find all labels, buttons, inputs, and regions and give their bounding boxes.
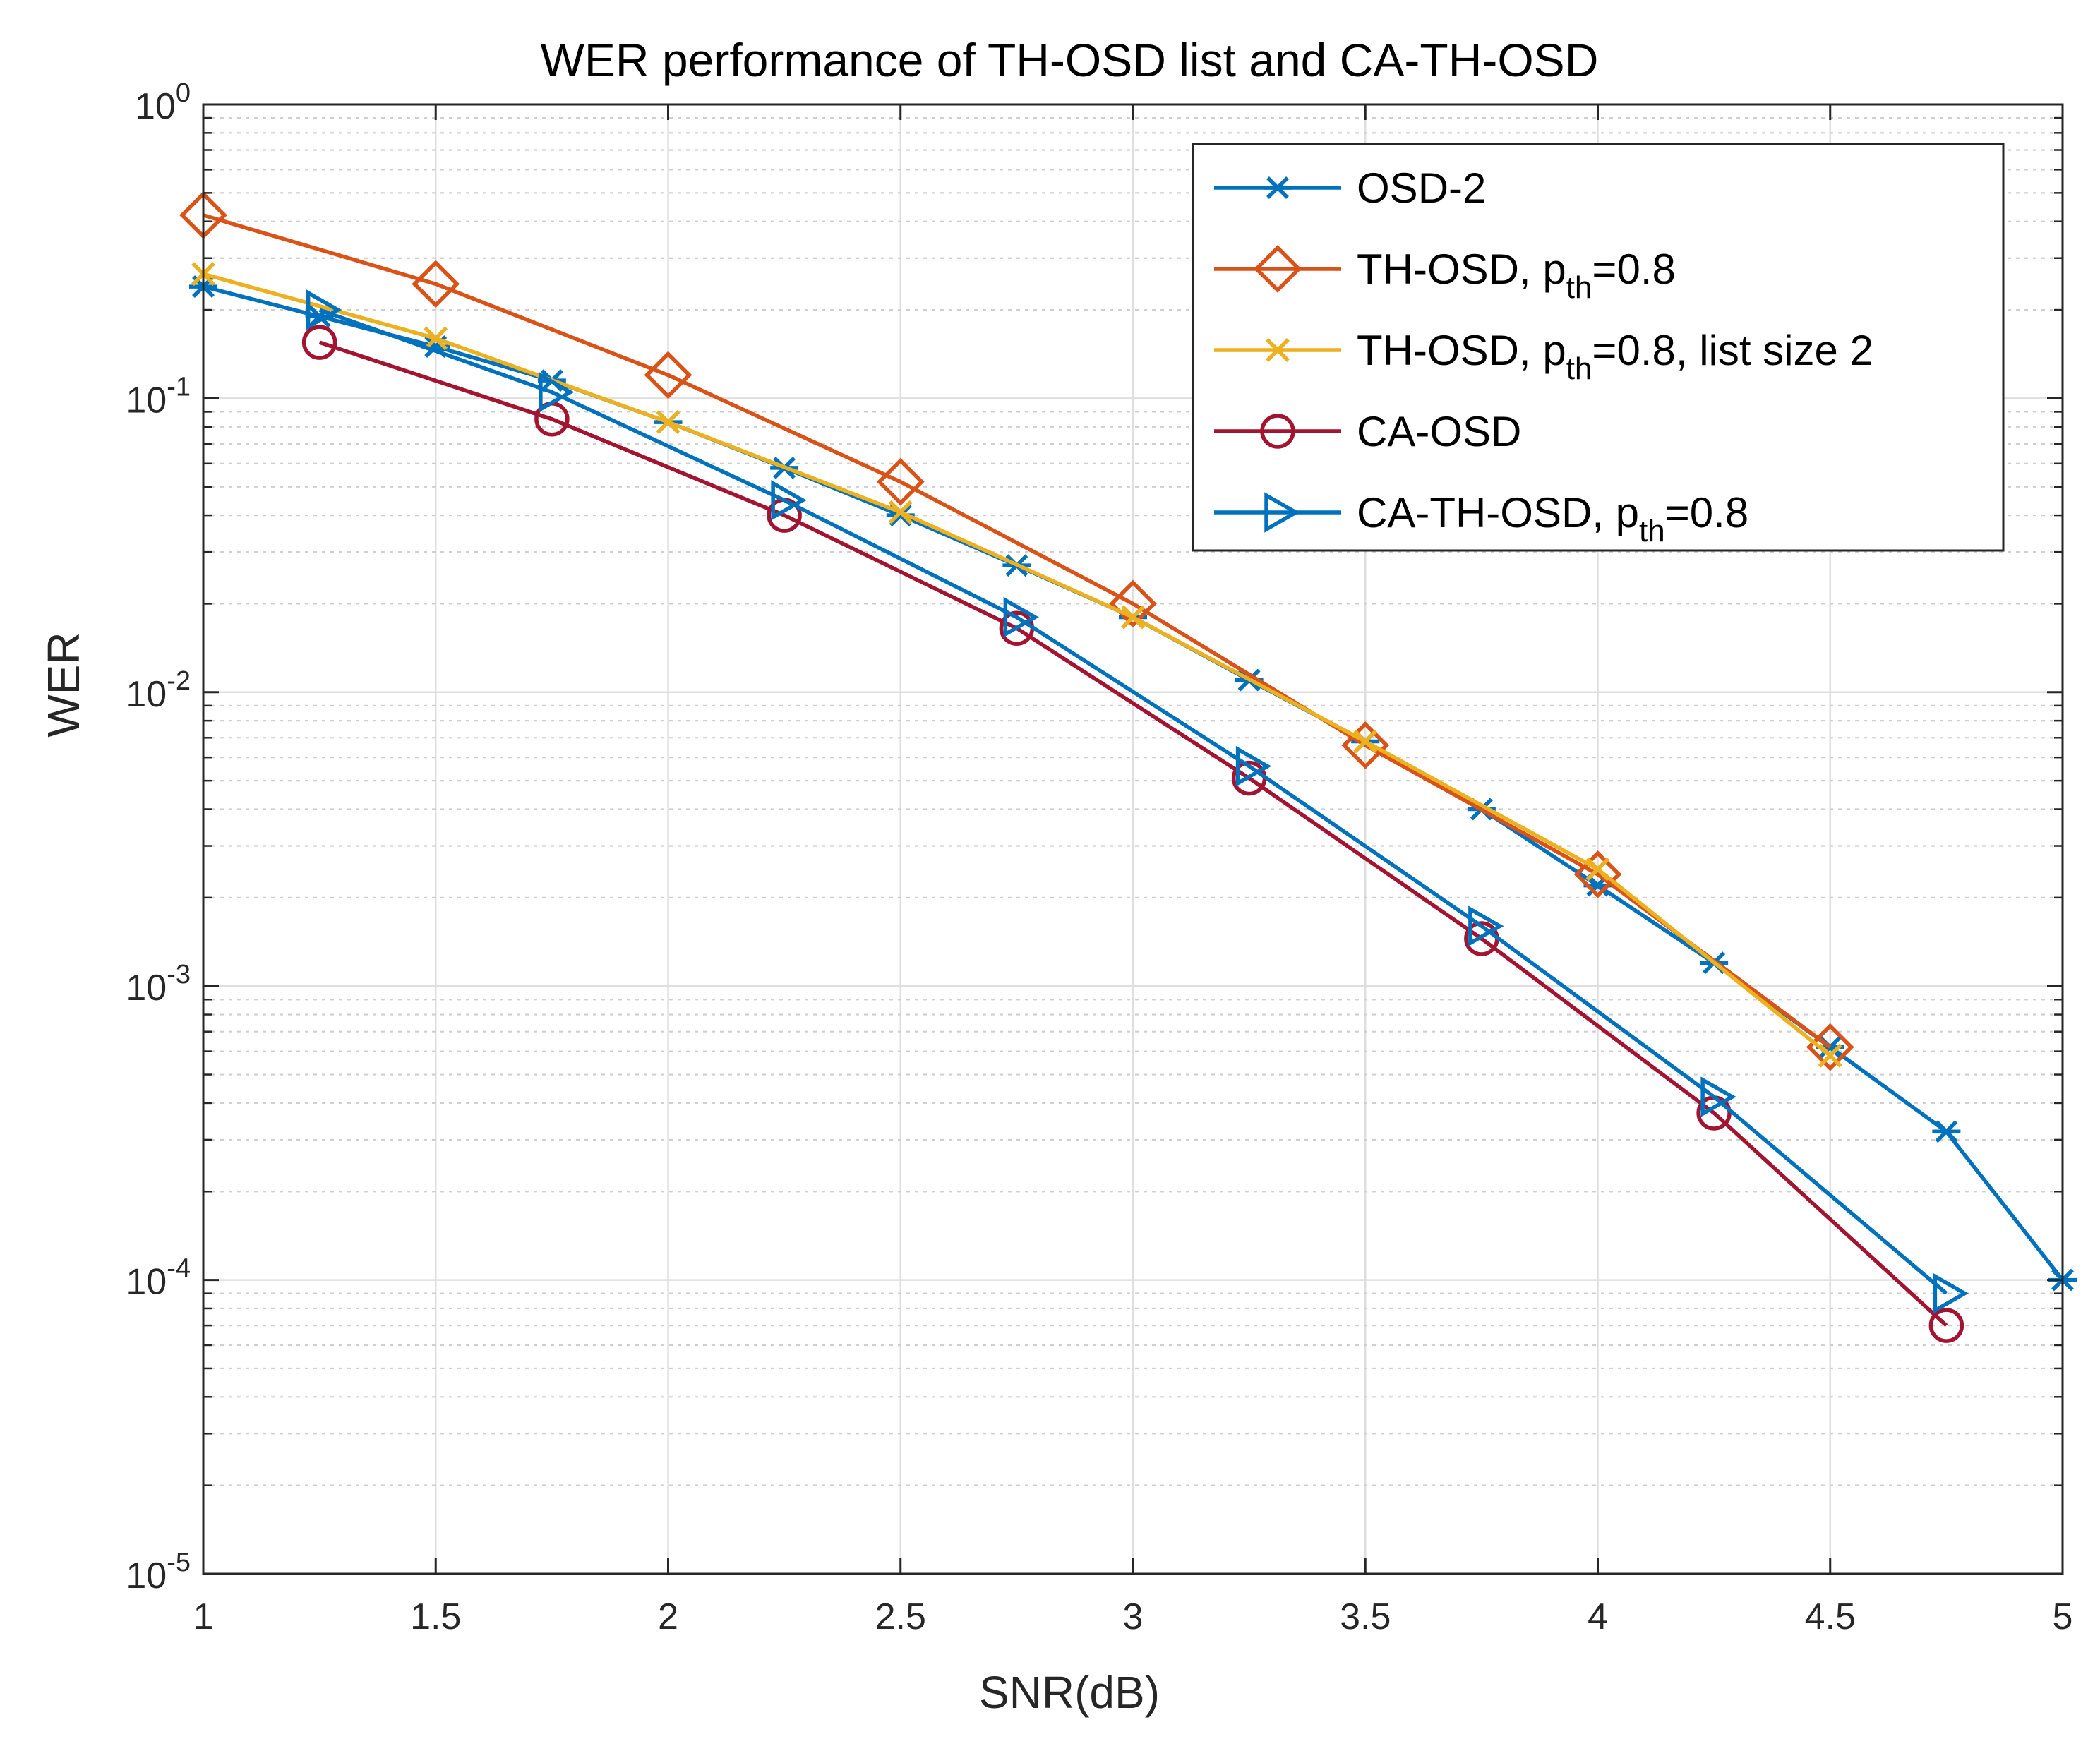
x-tick-label: 5 [2053,1596,2073,1637]
data-point [1573,850,1622,898]
series-5 [306,289,1969,1314]
legend-marker [1254,245,1302,293]
series-line [203,272,1832,1057]
legend-marker [1266,338,1290,362]
y-tick-label: 10-2 [126,666,191,715]
y-tick-label: 10-4 [126,1254,191,1303]
legend: OSD-2 TH-OSD, pth=0.8 TH-OSD, pth=0.8, lis… [1192,143,2005,552]
series-line [318,340,1948,1328]
legend-marker [1264,176,1292,199]
legend-box [1192,143,2005,552]
data-point [1928,1308,1964,1343]
y-tick-label: 10-1 [126,372,191,421]
tick-labels: 1 1.5 2 2.5 3 3.5 4 4.5 5 100 10-1 10-2 10-3 10-4 10-5 [126,78,2072,1637]
legend-label: TH-OSD, pth=0.8 [1357,246,1676,305]
y-tick-label: 10-3 [126,960,191,1009]
data-point [412,260,460,308]
data-point [1806,1023,1854,1071]
data-point [1933,1272,1969,1314]
data-point [301,325,337,360]
legend-label: CA-TH-OSD, pth=0.8 [1357,489,1748,548]
data-point [888,500,913,524]
data-point [1932,1120,1961,1143]
data-point [1003,596,1039,638]
legend-entry-3: TH-OSD, pth=0.8, list size 2 [1214,327,1873,386]
data-point [1353,729,1378,754]
data-point [1235,745,1272,787]
data-point [771,480,807,521]
x-tick-label: 1 [193,1596,214,1637]
x-tick-label: 4.5 [1805,1596,1856,1637]
legend-entry-5: CA-TH-OSD, pth=0.8 [1214,489,1748,548]
legend-label: CA-OSD [1357,408,1521,455]
chart-title: WER performance of TH-OSD list and CA-TH… [541,34,1599,86]
x-tick-label: 3.5 [1340,1596,1391,1637]
ticks [202,103,2064,1575]
legend-entry-1: OSD-2 [1214,164,1486,212]
legend-label: OSD-2 [1357,164,1486,212]
series-line [318,308,1948,1295]
legend-label: TH-OSD, pth=0.8, list size 2 [1357,327,1873,386]
y-axis-label: WER [38,632,89,737]
data-point [1109,579,1157,628]
x-tick-label: 2 [658,1596,678,1637]
data-point [1341,721,1390,769]
x-tick-label: 1.5 [410,1596,461,1637]
legend-marker [1260,414,1295,449]
data-point [656,410,680,435]
series-line [203,213,1832,1049]
x-tick-label: 4 [1588,1596,1608,1637]
data-point [424,326,448,351]
y-tick-label: 100 [135,78,191,127]
data-point [1585,857,1610,881]
data-point [539,371,575,413]
data-point [876,457,925,506]
legend-entry-2: TH-OSD, pth=0.8 [1214,245,1676,305]
x-axis-label: SNR(dB) [979,1667,1160,1718]
x-tick-label: 3 [1123,1596,1144,1637]
data-point [306,289,342,330]
data-point [1468,905,1504,946]
legend-marker [1264,492,1300,533]
data-point [1121,605,1145,630]
data-point [1700,1076,1736,1117]
legend-entry-4: CA-OSD [1214,408,1521,455]
data-point [1818,1043,1842,1068]
x-tick-label: 2.5 [875,1596,926,1637]
data-point [644,351,692,399]
y-tick-label: 10-5 [126,1548,191,1596]
